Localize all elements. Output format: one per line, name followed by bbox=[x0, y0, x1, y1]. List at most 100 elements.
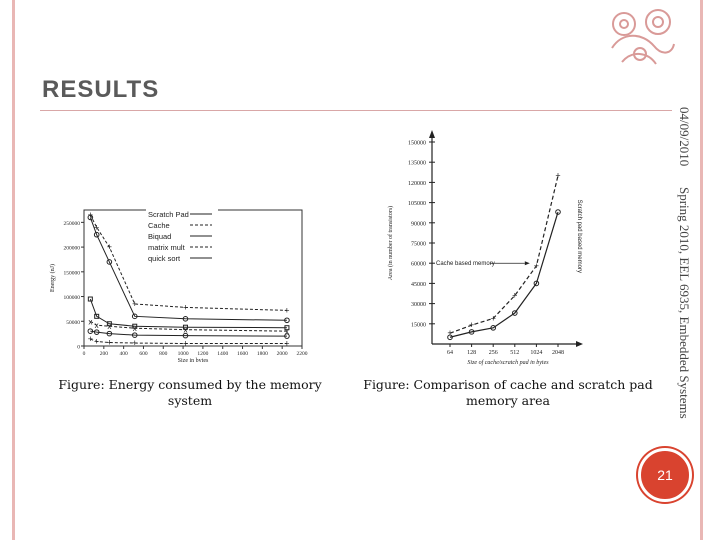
x-axis-label: Size of cache/scratch pad in bytes bbox=[467, 359, 549, 366]
energy-data-point bbox=[131, 332, 138, 338]
y-tick-label: 150000 bbox=[64, 270, 81, 276]
annotation-cache: Cache based memory bbox=[436, 261, 495, 267]
slide-date: 04/09/2010 bbox=[677, 107, 692, 167]
y-axis-label: Area (in number of transistors) bbox=[387, 206, 394, 280]
area-data-point bbox=[490, 325, 496, 331]
x-axis-label: Size in bytes bbox=[178, 358, 209, 362]
energy-data-point: + bbox=[107, 242, 112, 252]
decorative-floral-icon bbox=[611, 9, 675, 65]
energy-series-line bbox=[90, 338, 287, 345]
x-tick-label: 200 bbox=[100, 351, 109, 357]
legend-box bbox=[146, 209, 218, 269]
slide-frame-right bbox=[700, 0, 703, 540]
y-tick-label: 135000 bbox=[408, 161, 426, 167]
y-tick-label: 15000 bbox=[411, 322, 426, 328]
y-tick-label: 60000 bbox=[411, 262, 426, 268]
x-tick-label: 400 bbox=[120, 351, 128, 357]
energy-series-line bbox=[89, 298, 287, 329]
y-tick-label: 200000 bbox=[64, 246, 81, 252]
title-divider bbox=[40, 110, 672, 111]
x-tick-label: 1024 bbox=[530, 350, 542, 356]
area-data-point: + bbox=[555, 171, 560, 181]
y-tick-label: 120000 bbox=[408, 181, 426, 187]
energy-data-point: + bbox=[183, 339, 188, 349]
annotation-arrowhead bbox=[524, 261, 530, 266]
area-data-point: + bbox=[491, 313, 496, 323]
energy-data-point: + bbox=[132, 338, 137, 348]
x-tick-label: 1600 bbox=[237, 351, 248, 357]
annotation-scratchpad: Scratch pad based memory bbox=[576, 200, 582, 273]
x-tick-label: 128 bbox=[467, 350, 476, 356]
energy-series-line bbox=[90, 330, 287, 337]
energy-data-point bbox=[94, 313, 100, 319]
area-figure: 15000 30000 45000 60000 75000 90000 105000 1200… bbox=[362, 128, 598, 368]
x-tick-label: 0 bbox=[83, 351, 86, 357]
energy-data-point: x bbox=[285, 327, 289, 336]
area-data-point: + bbox=[469, 320, 474, 330]
area-data-point bbox=[447, 334, 453, 341]
y-tick-label: 30000 bbox=[411, 302, 426, 308]
area-data-point: + bbox=[534, 261, 539, 271]
area-data-point bbox=[512, 310, 518, 316]
energy-data-point: + bbox=[107, 338, 112, 348]
x-tick-label: 1200 bbox=[197, 351, 208, 357]
area-data-point: + bbox=[447, 328, 452, 338]
caption-energy: Figure: Energy consumed by the memory sy… bbox=[58, 377, 322, 408]
area-data-point bbox=[555, 209, 561, 215]
y-tick-label: 0 bbox=[77, 345, 80, 351]
energy-data-point bbox=[93, 231, 100, 238]
energy-data-point bbox=[284, 317, 290, 324]
x-tick-label: 256 bbox=[489, 350, 498, 356]
x-tick-label: 600 bbox=[139, 351, 148, 357]
energy-data-point: + bbox=[88, 334, 93, 344]
energy-data-point: x bbox=[88, 317, 92, 326]
y-tick-label: 100000 bbox=[64, 295, 81, 301]
energy-data-point bbox=[106, 330, 113, 337]
energy-data-point: + bbox=[88, 210, 93, 220]
caption-area: Figure: Comparison of cache and scratch … bbox=[363, 377, 653, 408]
area-data-point bbox=[468, 329, 475, 335]
x-tick-label: 2048 bbox=[552, 350, 564, 356]
course-name: Spring 2010, EEL 6935, Embedded Systems bbox=[677, 187, 692, 420]
area-data-point: + bbox=[512, 291, 517, 301]
x-tick-label: 64 bbox=[447, 350, 453, 356]
energy-data-point bbox=[87, 296, 93, 302]
energy-data-point bbox=[93, 329, 100, 335]
legend-label: Scratch Pad bbox=[148, 210, 189, 219]
area-chart: 15000 30000 45000 60000 75000 90000 105000 1200… bbox=[387, 130, 583, 366]
y-tick-label: 50000 bbox=[66, 320, 80, 326]
y-tick-label: 75000 bbox=[411, 242, 426, 248]
y-tick-label: 45000 bbox=[411, 282, 426, 288]
energy-figure: 0 50000 100000 150000 200000 250000 0 200 400 600… bbox=[44, 206, 310, 362]
x-tick-label: 1400 bbox=[217, 351, 228, 357]
energy-data-point bbox=[284, 325, 290, 331]
y-tick-label: 250000 bbox=[64, 221, 81, 227]
page-number-badge: 21 bbox=[638, 448, 692, 502]
energy-data-point: + bbox=[284, 305, 289, 315]
energy-data-point: + bbox=[94, 222, 99, 232]
energy-data-point: x bbox=[133, 324, 137, 333]
energy-data-point bbox=[131, 313, 138, 320]
x-tick-label: 1800 bbox=[257, 351, 268, 357]
x-axis-arrow bbox=[576, 341, 583, 347]
energy-data-point: + bbox=[183, 302, 188, 312]
legend-label: quick sort bbox=[148, 254, 181, 263]
energy-data-point bbox=[87, 328, 94, 334]
slide-title: RESULTS bbox=[42, 76, 160, 103]
area-data-point bbox=[533, 280, 540, 287]
energy-data-point: x bbox=[183, 326, 187, 335]
energy-data-point bbox=[182, 332, 189, 339]
energy-data-point bbox=[284, 333, 290, 339]
x-tick-label: 800 bbox=[159, 351, 168, 357]
slide-frame-left bbox=[12, 0, 15, 540]
area-series-line bbox=[449, 175, 559, 334]
energy-data-point bbox=[106, 259, 113, 265]
legend-label: Cache bbox=[148, 221, 170, 230]
legend-label: matrix mult bbox=[148, 243, 186, 252]
energy-data-point: + bbox=[132, 299, 137, 309]
legend-label: Biquad bbox=[148, 232, 171, 241]
energy-data-point: x bbox=[95, 321, 99, 330]
energy-data-point: + bbox=[94, 337, 99, 347]
y-tick-label: 90000 bbox=[411, 221, 426, 227]
y-tick-label: 105000 bbox=[408, 201, 426, 207]
